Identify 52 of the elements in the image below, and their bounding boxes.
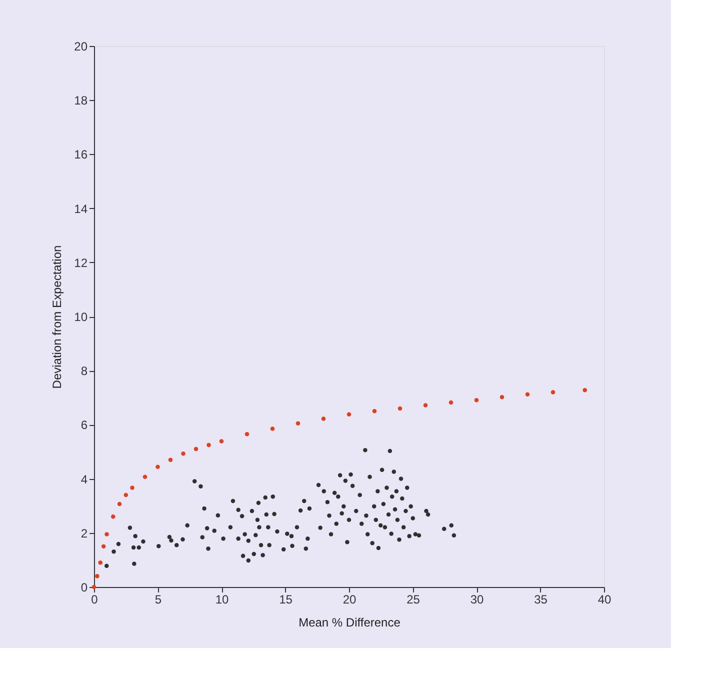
point bbox=[124, 492, 128, 498]
point bbox=[111, 514, 116, 519]
y-tick-label: 2 bbox=[80, 526, 88, 540]
point bbox=[244, 432, 250, 436]
y-tick-label: 0 bbox=[80, 580, 88, 594]
point bbox=[194, 446, 198, 452]
x-tick-label: 5 bbox=[154, 592, 162, 606]
point bbox=[104, 532, 109, 536]
point bbox=[156, 464, 160, 470]
point bbox=[142, 474, 148, 480]
y-tick-label: 8 bbox=[80, 364, 88, 378]
x-axis-title: Mean % Difference bbox=[298, 616, 401, 630]
point bbox=[101, 544, 106, 549]
y-axis-title: Deviation from Expectation bbox=[50, 245, 64, 389]
point bbox=[270, 426, 275, 431]
point bbox=[117, 502, 122, 506]
point bbox=[92, 584, 96, 590]
point bbox=[525, 392, 530, 397]
x-tick-label: 30 bbox=[470, 592, 484, 606]
x-tick-label: 15 bbox=[279, 592, 293, 606]
x-tick-label: 25 bbox=[406, 592, 420, 606]
y-tick-label: 6 bbox=[80, 418, 88, 432]
y-tick-label: 12 bbox=[74, 256, 88, 270]
point bbox=[474, 398, 479, 402]
y-tick-label: 14 bbox=[74, 202, 88, 216]
y-tick-label: 4 bbox=[80, 472, 88, 486]
point bbox=[130, 486, 134, 490]
point bbox=[423, 403, 428, 408]
x-tick-label: 35 bbox=[534, 592, 548, 606]
x-tick-label: 20 bbox=[342, 592, 356, 606]
point bbox=[95, 574, 100, 578]
y-tick-label: 20 bbox=[74, 40, 88, 54]
y-tick-label: 18 bbox=[74, 94, 88, 108]
x-tick-label: 0 bbox=[91, 592, 98, 606]
point bbox=[219, 439, 224, 444]
point bbox=[550, 390, 556, 394]
point bbox=[206, 442, 211, 448]
point bbox=[346, 412, 352, 417]
point bbox=[98, 560, 102, 565]
point bbox=[398, 406, 402, 411]
y-tick-label: 16 bbox=[74, 148, 88, 162]
point bbox=[448, 400, 454, 405]
point bbox=[181, 452, 186, 456]
x-tick-label: 10 bbox=[215, 592, 229, 606]
point bbox=[296, 421, 300, 426]
point bbox=[168, 458, 173, 462]
y-tick-label: 10 bbox=[74, 310, 88, 324]
point bbox=[372, 409, 377, 414]
point bbox=[321, 416, 326, 421]
point bbox=[582, 388, 587, 392]
point bbox=[500, 394, 504, 400]
x-tick-label: 40 bbox=[598, 592, 612, 606]
